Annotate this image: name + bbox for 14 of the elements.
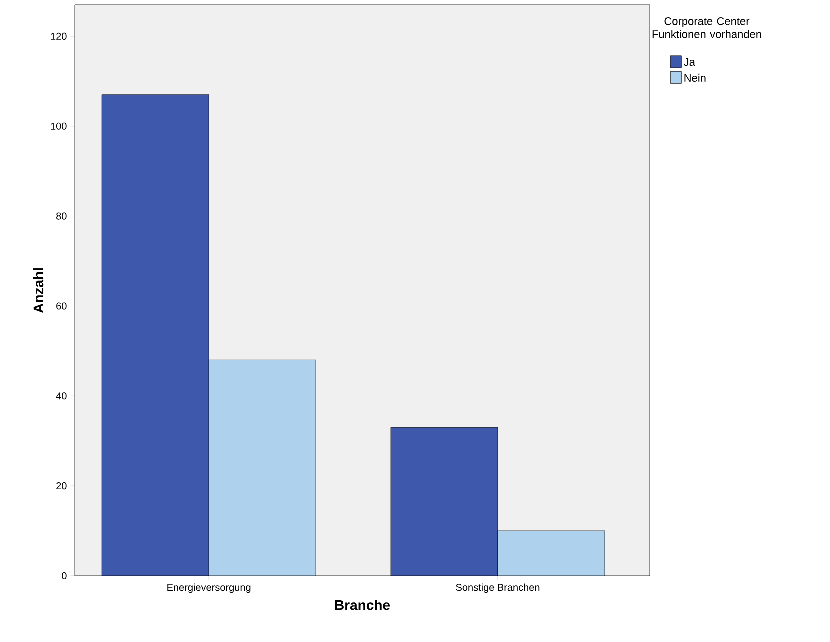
x-tick-label: Sonstige Branchen (456, 584, 540, 594)
legend-title: Corporate Center Funktionen vorhanden (652, 18, 762, 38)
y-tick-label: 20 (56, 482, 67, 490)
y-tick-label: 0 (62, 572, 67, 580)
x-tick-label: Energieversorgung (168, 584, 251, 594)
y-tick-label: 60 (56, 302, 67, 310)
legend-label: Ja (684, 58, 696, 66)
legend-label: Nein (684, 74, 706, 82)
y-tick-label: 80 (56, 212, 67, 220)
y-axis-title: Anzahl (33, 268, 44, 314)
y-tick-label: 120 (51, 32, 67, 40)
x-axis-title: Branche (335, 600, 390, 610)
y-tick-label: 100 (51, 122, 67, 130)
y-tick-label: 40 (56, 392, 67, 400)
